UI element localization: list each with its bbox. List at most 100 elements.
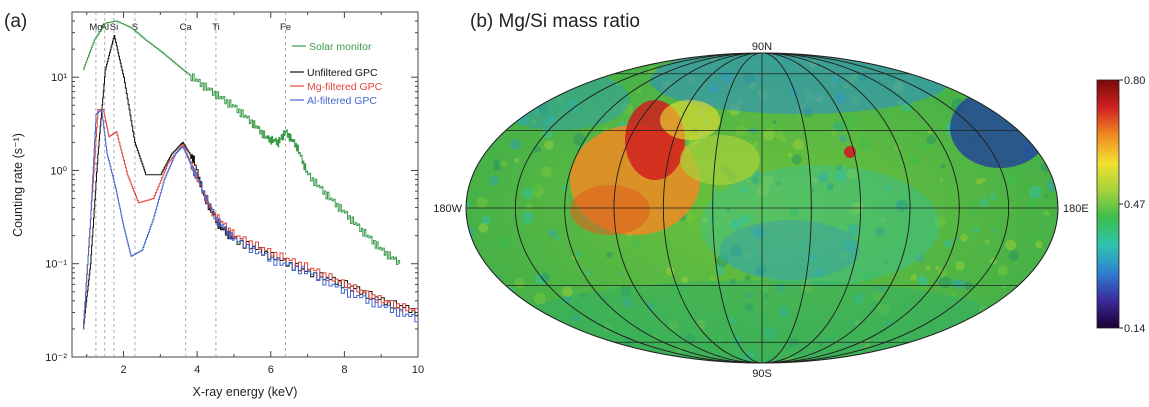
map-speck: [826, 183, 834, 191]
map-speck: [989, 193, 996, 201]
map-speck: [535, 273, 548, 285]
map-speck: [825, 170, 830, 175]
map-speck: [633, 240, 642, 250]
map-speck: [551, 59, 560, 68]
map-speck: [573, 295, 577, 299]
map-speck: [825, 336, 830, 342]
map-speck: [575, 251, 581, 257]
map-speck: [505, 101, 510, 106]
map-speck: [485, 290, 499, 304]
map-speck: [1035, 97, 1044, 106]
map-speck: [1008, 250, 1020, 261]
map-speck: [580, 339, 590, 348]
map-speck: [514, 158, 519, 163]
map-speck: [1043, 210, 1050, 217]
map-speck: [818, 342, 824, 347]
map-speck: [478, 222, 489, 233]
map-speck: [466, 351, 473, 361]
map-speck: [881, 55, 886, 60]
map-speck: [944, 239, 953, 248]
map-speck: [513, 70, 526, 82]
map-speck: [751, 176, 760, 184]
map-speck: [544, 140, 554, 150]
map-speck: [740, 186, 748, 194]
map-speck: [573, 133, 586, 146]
map-speck: [471, 127, 477, 132]
map-speck: [541, 166, 552, 178]
panel-b-title: (b) Mg/Si mass ratio: [470, 11, 640, 32]
map-speck: [726, 208, 731, 212]
y-tick-label: 10⁻¹: [45, 259, 67, 271]
map-speck: [483, 107, 495, 119]
map-speck: [563, 354, 571, 363]
map-speck: [1040, 106, 1046, 111]
map-speck: [622, 297, 634, 309]
map-speck: [933, 216, 946, 229]
map-speck: [701, 216, 709, 224]
mollweide-map: [465, 52, 1059, 364]
map-speck: [472, 144, 482, 154]
map-speck: [1000, 318, 1009, 327]
map-speck: [466, 145, 472, 156]
map-speck: [960, 233, 969, 242]
map-speck: [1027, 196, 1039, 208]
map-speck: [1035, 240, 1043, 249]
map-speck: [731, 319, 741, 328]
map-speck: [757, 314, 769, 327]
map-speck: [925, 265, 931, 271]
map-speck: [924, 132, 929, 137]
map-speck: [666, 266, 675, 276]
colorbar: 0.80 0.47 0.14: [1096, 75, 1145, 335]
map-speck: [1013, 70, 1017, 75]
colorbar-max: 0.80: [1124, 75, 1145, 87]
colorbar-min: 0.14: [1124, 323, 1145, 335]
map-speck: [775, 131, 784, 140]
map-speck: [800, 280, 813, 293]
map-speck: [930, 53, 941, 64]
plot-frame: [71, 11, 419, 358]
map-speck: [533, 145, 541, 153]
map-speck: [853, 293, 864, 304]
lat-label-south: 90S: [752, 368, 772, 380]
map-speck: [1031, 294, 1045, 307]
legend: Solar monitor Unfiltered GPC Mg-filtered G…: [290, 41, 383, 107]
map-speck: [605, 344, 612, 350]
map-speck: [562, 295, 572, 305]
map-speck: [884, 260, 889, 264]
map-speck: [475, 156, 480, 161]
map-speck: [830, 128, 839, 136]
map-speck: [1036, 73, 1048, 85]
map-speck: [963, 323, 975, 335]
map-speck: [624, 336, 634, 347]
map-speck: [668, 246, 673, 251]
map-speck: [872, 289, 885, 302]
map-speck: [918, 276, 928, 287]
graticule: [466, 53, 1058, 363]
map-speck: [552, 323, 557, 328]
map-speck: [501, 160, 507, 166]
map-speck: [1005, 239, 1017, 251]
map-speck: [877, 304, 882, 309]
map-speck: [505, 119, 511, 125]
map-speck: [840, 253, 846, 259]
map-speck: [897, 203, 903, 209]
map-speck: [927, 129, 932, 134]
legend-entry: Unfiltered GPC: [307, 67, 378, 79]
map-speck: [762, 286, 769, 293]
map-speck: [895, 199, 909, 212]
map-speck: [1028, 186, 1042, 199]
map-speck: [792, 139, 804, 151]
map-speck: [763, 327, 777, 340]
map-speck: [472, 107, 481, 116]
map-speck: [1025, 53, 1032, 57]
map-speck: [989, 59, 996, 66]
map-speck: [887, 248, 894, 254]
map-speck: [747, 180, 751, 183]
map-speck: [985, 239, 990, 244]
map-speck: [1005, 58, 1013, 66]
map-speck: [757, 184, 770, 197]
map-speck: [1039, 139, 1044, 144]
map-speck: [938, 276, 952, 289]
map-speck: [715, 254, 729, 268]
map-speck: [585, 270, 591, 276]
